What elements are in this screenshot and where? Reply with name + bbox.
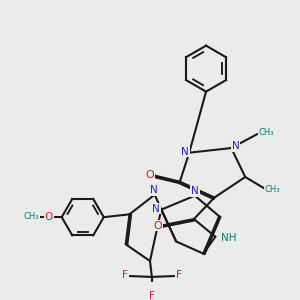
Text: CH₃: CH₃ <box>265 185 280 194</box>
Text: NH: NH <box>221 233 236 243</box>
Text: N: N <box>232 141 240 151</box>
Text: N: N <box>181 147 189 157</box>
Text: N: N <box>191 186 199 196</box>
Text: O: O <box>45 212 53 222</box>
Text: F: F <box>122 270 128 280</box>
Text: F: F <box>149 291 155 300</box>
Text: N: N <box>152 204 160 214</box>
Text: F: F <box>176 270 182 280</box>
Text: CH₃: CH₃ <box>23 212 39 221</box>
Text: N: N <box>150 185 158 195</box>
Text: CH₃: CH₃ <box>258 128 274 137</box>
Text: O: O <box>153 220 162 231</box>
Text: O: O <box>145 170 154 180</box>
